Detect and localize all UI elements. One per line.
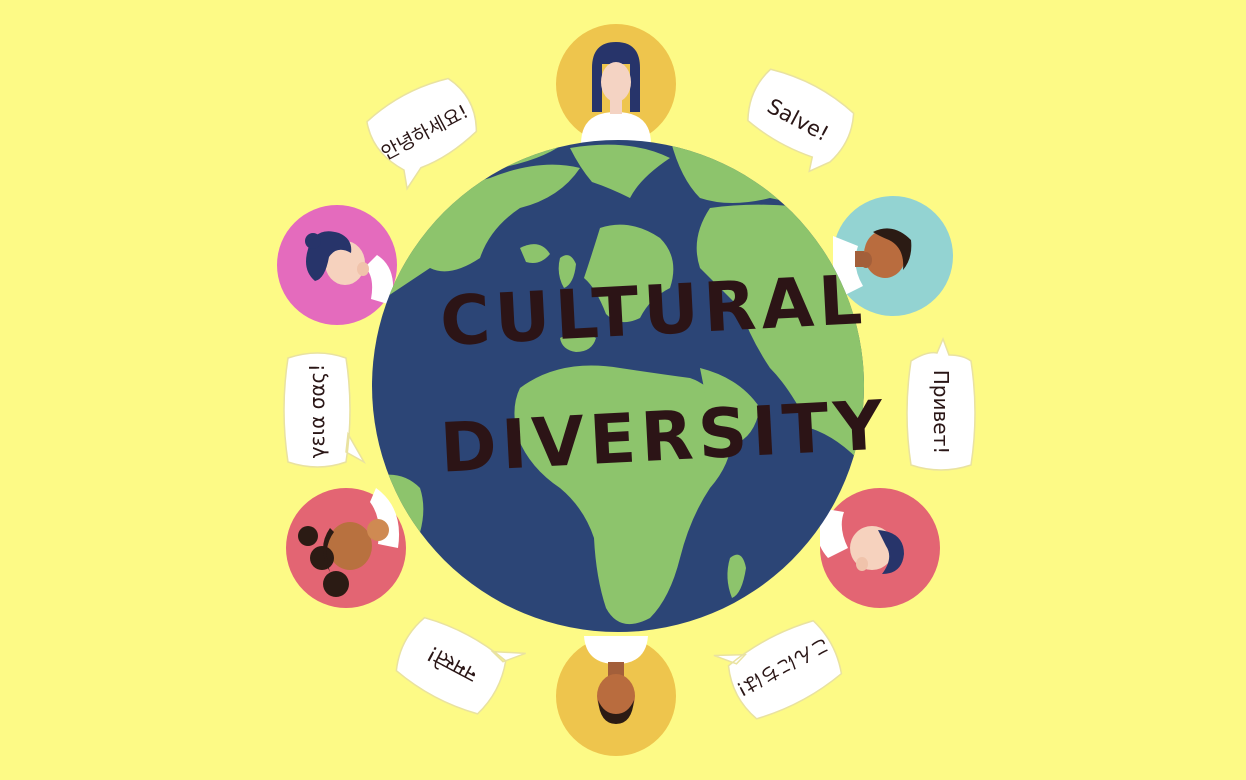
speech-bubble-icon bbox=[713, 619, 843, 720]
speech-bubble-korean: 안녕하세요! bbox=[350, 63, 498, 199]
globe-icon bbox=[370, 138, 866, 634]
speech-bubble-latin: Salve! bbox=[727, 56, 869, 185]
avatar-right-lower bbox=[820, 488, 940, 608]
avatar-left-upper bbox=[277, 205, 397, 325]
avatar-left-lower bbox=[286, 488, 406, 608]
speech-bubble-icon bbox=[395, 616, 526, 715]
speech-bubble-japanese: こんにちは! bbox=[712, 605, 856, 732]
speech-bubble-icon bbox=[366, 77, 478, 191]
speech-bubble-russian: Привет! bbox=[905, 336, 977, 475]
avatar-right-upper bbox=[833, 196, 953, 316]
avatar-bottom bbox=[556, 636, 676, 756]
speech-bubble-icon bbox=[283, 352, 366, 468]
speech-bubble-icon bbox=[747, 68, 855, 173]
speech-bubble-hindi: नमस्ते! bbox=[382, 601, 526, 726]
speech-bubble-greek: γεια σας! bbox=[282, 348, 366, 474]
speech-bubble-icon bbox=[906, 336, 976, 471]
avatar-top bbox=[556, 24, 676, 144]
greeting-greek: γεια σας! bbox=[305, 363, 329, 459]
greeting-russian: Привет! bbox=[929, 369, 953, 455]
